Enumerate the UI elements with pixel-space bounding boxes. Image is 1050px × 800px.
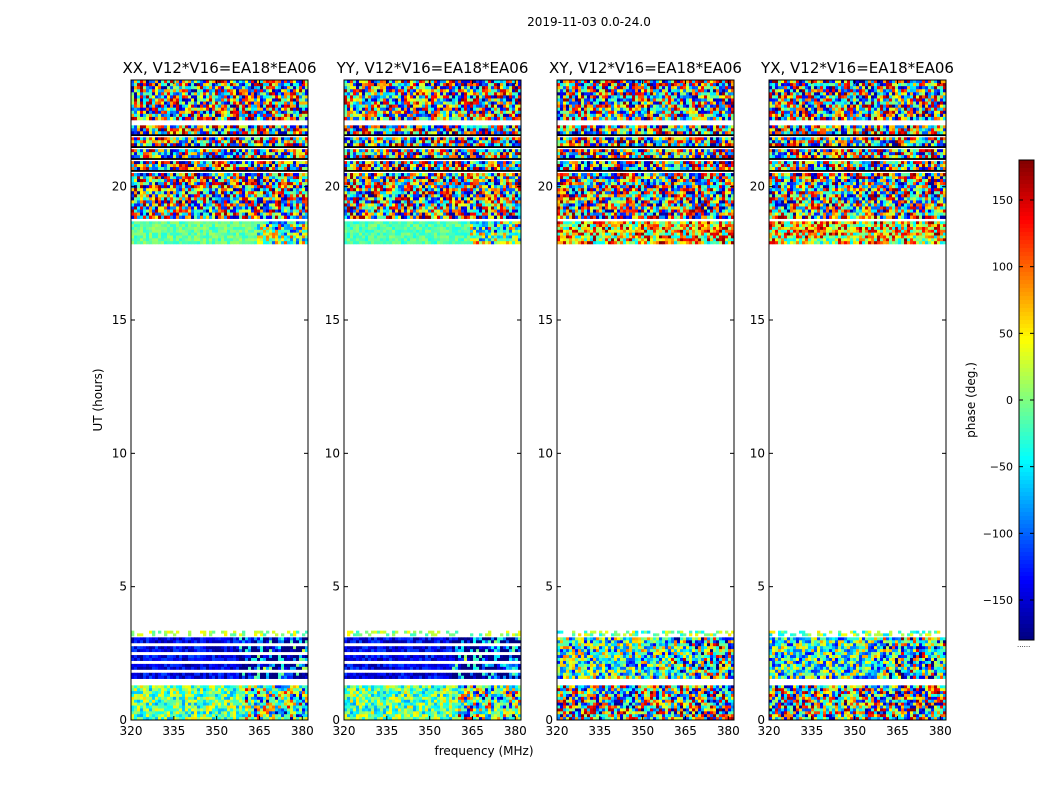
x-tick-label: 335 (162, 724, 185, 738)
y-tick-label: 20 (325, 180, 340, 194)
x-tick-label: 380 (504, 724, 527, 738)
panel-title: YX, V12*V16=EA18*EA06 (760, 59, 954, 77)
y-tick-label: 15 (750, 313, 765, 327)
x-tick-label: 320 (120, 724, 143, 738)
y-tick-label: 0 (545, 713, 553, 727)
colorbar-tick-label: −50 (990, 461, 1013, 474)
heatmap-panels: XX, V12*V16=EA18*EA06 320 335 350 365 380 0 5 10… (112, 59, 954, 738)
y-tick-label: 5 (545, 580, 553, 594)
panel-title: YY, V12*V16=EA18*EA06 (336, 59, 529, 77)
x-tick-label: 380 (291, 724, 314, 738)
panel-xx: XX, V12*V16=EA18*EA06 320 335 350 365 380 0 5 10… (112, 59, 317, 738)
colorbar-gradient (1019, 160, 1034, 641)
y-tick-label: 20 (112, 180, 127, 194)
colorbar-tick-label: 0 (1006, 394, 1013, 407)
x-tick-label: 320 (758, 724, 781, 738)
colorbar-tick-label: 100 (992, 261, 1013, 274)
x-tick-label: 335 (375, 724, 398, 738)
panel-xy: XY, V12*V16=EA18*EA06 320 335 350 365 380 0 5 10… (538, 59, 742, 738)
panel-yx: YX, V12*V16=EA18*EA06 320 335 350 365 380 0 5 10… (750, 59, 954, 738)
heatmap-cells (344, 80, 522, 721)
panel-title: XX, V12*V16=EA18*EA06 (122, 59, 316, 77)
x-tick-label: 365 (886, 724, 909, 738)
y-tick-label: 15 (112, 313, 127, 327)
plot-frame (556, 79, 735, 721)
y-tick-label: 0 (119, 713, 127, 727)
x-tick-label: 335 (588, 724, 611, 738)
x-tick-label: 320 (546, 724, 569, 738)
plot-frame (130, 79, 309, 721)
x-tick-label: 380 (929, 724, 952, 738)
x-tick-label: 365 (248, 724, 271, 738)
y-tick-label: 10 (112, 446, 127, 460)
colorbar-tick-label: 150 (992, 194, 1013, 207)
x-tick-label: 380 (717, 724, 740, 738)
x-tick-label: 320 (333, 724, 356, 738)
x-tick-label: 365 (461, 724, 484, 738)
x-tick-label: 350 (205, 724, 228, 738)
y-tick-label: 15 (538, 313, 553, 327)
y-tick-label: 10 (325, 446, 340, 460)
y-tick-label: 5 (119, 580, 127, 594)
y-axis-label: UT (hours) (91, 368, 105, 431)
colorbar-tick-label: 50 (999, 327, 1013, 340)
heatmap-cells (769, 80, 947, 721)
x-axis-label: frequency (MHz) (434, 744, 533, 758)
panel-title: XY, V12*V16=EA18*EA06 (549, 59, 742, 77)
colorbar: 150 100 50 0 −50 −100 −150 phase (deg.)...... (964, 159, 1035, 649)
heatmap-cells (131, 80, 309, 721)
x-tick-label: 350 (843, 724, 866, 738)
figure-suptitle: 2019-11-03 0.0-24.0 (527, 15, 651, 29)
plot-frame (343, 79, 522, 721)
x-tick-label: 365 (674, 724, 697, 738)
y-tick-label: 20 (750, 180, 765, 194)
y-tick-label: 5 (757, 580, 765, 594)
x-tick-label: 335 (800, 724, 823, 738)
plot-frame (768, 79, 947, 721)
colorbar-tick-label: −150 (983, 594, 1013, 607)
panel-yy: YY, V12*V16=EA18*EA06 320 335 350 365 380 0 5 10… (325, 59, 529, 738)
y-tick-label: 20 (538, 180, 553, 194)
y-tick-label: 10 (750, 446, 765, 460)
y-tick-label: 10 (538, 446, 553, 460)
heatmap-cells (557, 80, 735, 721)
y-tick-label: 0 (757, 713, 765, 727)
colorbar-tick-label: −100 (983, 527, 1013, 540)
colorbar-footer: ...... (1017, 641, 1030, 649)
colorbar-label: phase (deg.) (964, 362, 978, 438)
y-tick-label: 15 (325, 313, 340, 327)
y-tick-label: 5 (332, 580, 340, 594)
y-tick-label: 0 (332, 713, 340, 727)
x-tick-label: 350 (418, 724, 441, 738)
x-tick-label: 350 (631, 724, 654, 738)
